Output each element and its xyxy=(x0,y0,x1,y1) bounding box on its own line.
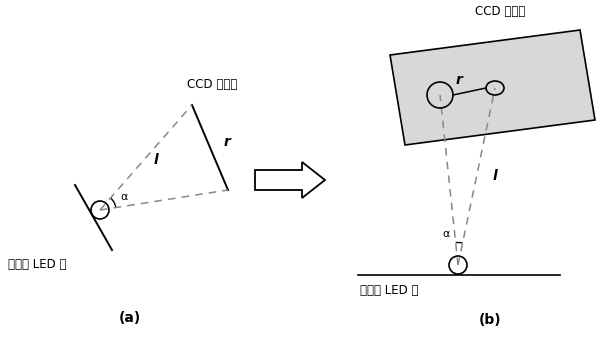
Text: CCD 感光面: CCD 感光面 xyxy=(475,5,525,18)
Text: l: l xyxy=(492,169,497,184)
Text: α: α xyxy=(120,192,128,202)
Text: α: α xyxy=(443,229,450,239)
Text: r: r xyxy=(224,136,231,149)
Text: r: r xyxy=(456,73,463,87)
Polygon shape xyxy=(390,30,595,145)
Text: CCD 感光面: CCD 感光面 xyxy=(187,78,237,91)
Text: (b): (b) xyxy=(479,313,501,327)
Text: 高亮度 LED 灯: 高亮度 LED 灯 xyxy=(8,259,66,271)
Text: 高亮度 LED 灯: 高亮度 LED 灯 xyxy=(360,284,419,296)
Polygon shape xyxy=(255,162,325,198)
Text: (a): (a) xyxy=(119,311,141,325)
Text: l: l xyxy=(154,152,159,167)
